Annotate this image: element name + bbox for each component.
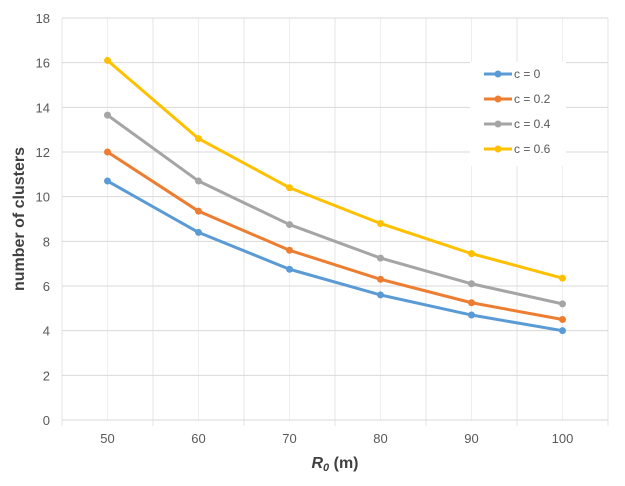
legend-label: c = 0.2 (514, 92, 551, 106)
data-point (559, 316, 566, 323)
series-line (106, 179, 563, 333)
data-point (195, 135, 202, 143)
data-point (286, 221, 293, 229)
series-lines (104, 56, 566, 335)
legend-marker (494, 95, 502, 103)
y-tick-label: 0 (43, 413, 50, 428)
x-axis-label-unit: (m) (329, 455, 358, 472)
data-point (468, 311, 475, 319)
y-ticks: 0 2 4 6 8 10 12 14 16 18 (36, 11, 50, 428)
x-tick-label: 70 (282, 431, 296, 446)
y-tick-label: 14 (36, 100, 50, 115)
data-point (286, 246, 293, 254)
x-tick-label: 50 (100, 431, 114, 446)
data-point (104, 177, 111, 185)
data-point (468, 299, 475, 307)
x-tick-label: 100 (552, 431, 574, 446)
legend: c = 0 c = 0.2 c = 0.4 c = 0.6 (470, 62, 566, 166)
data-point (468, 280, 475, 288)
x-tick-label: 60 (191, 431, 205, 446)
legend-label: c = 0 (514, 67, 541, 81)
data-point (377, 219, 384, 227)
data-point (104, 56, 111, 64)
data-point (377, 254, 384, 262)
x-axis-label-main: R (311, 455, 323, 472)
legend-marker (494, 145, 502, 153)
y-tick-label: 18 (36, 11, 50, 26)
y-tick-label: 10 (36, 190, 50, 205)
x-axis-label: R0 (m) (311, 455, 358, 474)
data-point (559, 274, 566, 282)
y-tick-label: 12 (36, 145, 50, 160)
data-point (195, 177, 202, 185)
data-point (377, 291, 384, 299)
x-ticks: 50 60 70 80 90 100 (100, 431, 573, 446)
y-tick-label: 4 (43, 324, 50, 339)
legend-label: c = 0.6 (514, 142, 551, 156)
y-tick-label: 6 (43, 279, 50, 294)
data-point (377, 275, 384, 283)
x-tick-label: 90 (464, 431, 478, 446)
legend-marker (494, 70, 502, 78)
x-tick-label: 80 (373, 431, 387, 446)
data-point (195, 228, 202, 236)
data-point (104, 148, 111, 156)
y-tick-label: 8 (43, 234, 50, 249)
data-point (104, 111, 111, 119)
y-tick-label: 2 (43, 368, 50, 383)
data-point (559, 327, 566, 335)
data-point (195, 207, 202, 215)
y-axis-label: number of clusters (11, 147, 28, 291)
data-point (468, 250, 475, 258)
data-point (559, 300, 566, 308)
series-line (106, 150, 563, 321)
y-tick-label: 16 (36, 56, 50, 71)
data-point (286, 265, 293, 273)
x-axis-label-sub: 0 (323, 462, 330, 474)
series-line (106, 113, 563, 306)
legend-marker (494, 120, 502, 128)
series-line (106, 59, 563, 280)
data-point (286, 184, 293, 192)
legend-label: c = 0.4 (514, 117, 551, 131)
